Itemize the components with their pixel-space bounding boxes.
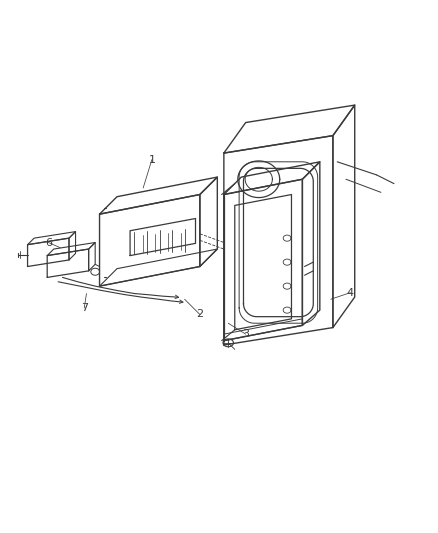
Text: 2: 2 — [196, 310, 203, 319]
Text: 3: 3 — [242, 329, 249, 339]
Text: 1: 1 — [148, 155, 155, 165]
Text: 7: 7 — [81, 303, 88, 313]
Text: 4: 4 — [346, 288, 353, 297]
Text: 6: 6 — [45, 238, 52, 247]
